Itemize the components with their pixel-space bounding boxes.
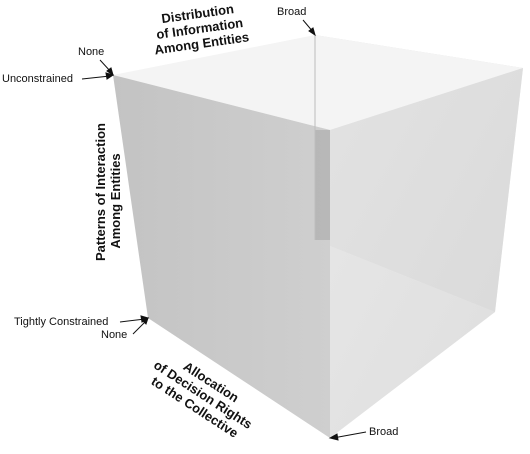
arrow-unconstrained (81, 75, 111, 80)
arrow-tightly-constrained (119, 318, 146, 323)
arrow-info-none-head (106, 67, 114, 77)
arrow-decision-none-head (141, 317, 149, 325)
arrow-unconstrained-head (105, 72, 115, 80)
interaction-top-label: Unconstrained (2, 73, 73, 85)
interaction-axis-title: Patterns of Interaction Among Entities (93, 123, 123, 261)
arrow-decision-none (132, 320, 147, 335)
decision-rights-low-label: None (101, 329, 128, 341)
label-arrows (81, 19, 367, 441)
interaction-axis-title-line-1: Patterns of Interaction (93, 123, 108, 261)
cube-left-face (113, 75, 330, 438)
information-low-label: None (78, 46, 105, 58)
decision-rights-high-label: Broad (369, 426, 399, 438)
cube-right-face (330, 68, 523, 438)
interaction-bottom-label: Tightly Constrained (14, 316, 109, 328)
cube-inner-edge (315, 130, 330, 240)
interaction-axis-title-line-2: Among Entities (108, 153, 123, 249)
arrow-decision-broad-head (328, 433, 339, 441)
arrow-decision-broad (332, 431, 367, 439)
information-high-label: Broad (277, 6, 307, 18)
cube-top-face (113, 35, 523, 130)
arrow-info-broad-head (308, 27, 316, 37)
